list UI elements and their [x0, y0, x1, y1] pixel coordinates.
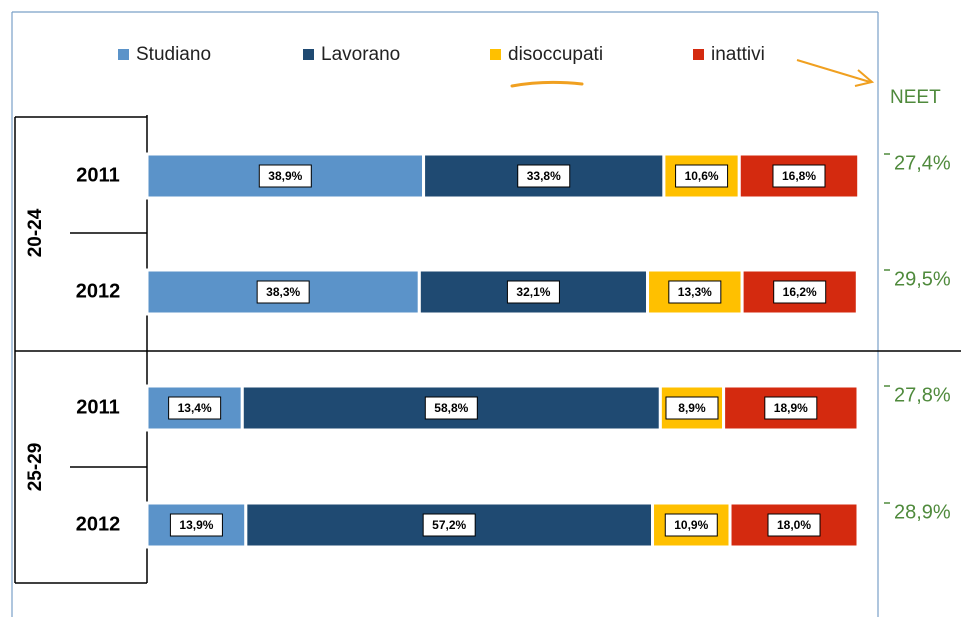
value-label: 10,6%	[685, 169, 719, 183]
value-label: 18,9%	[774, 401, 808, 415]
neet-label: NEET	[890, 87, 941, 108]
label-box	[764, 396, 818, 420]
value-label: 13,9%	[179, 518, 213, 532]
label-box	[517, 164, 571, 188]
arrow	[796, 59, 875, 87]
label-box	[675, 164, 729, 188]
value-label: 10,9%	[674, 518, 708, 532]
underline	[510, 80, 584, 88]
legend-swatch	[490, 49, 501, 60]
label-box	[258, 164, 312, 188]
value-label: 38,3%	[266, 285, 300, 299]
value-label: 57,2%	[432, 518, 466, 532]
value-label: 8,9%	[678, 401, 706, 415]
value-label: 33,8%	[527, 169, 561, 183]
category-label: 2011	[76, 396, 119, 418]
value-label: 32,1%	[516, 285, 550, 299]
label-box	[169, 513, 223, 537]
neet-value: 29,5%	[894, 268, 951, 290]
value-label: 38,9%	[268, 169, 302, 183]
neet-value: 28,9%	[894, 501, 951, 523]
legend-swatch	[118, 49, 129, 60]
group-label: 20-24	[25, 208, 46, 257]
value-label: 13,4%	[178, 401, 212, 415]
label-box	[772, 164, 826, 188]
label-box	[422, 513, 476, 537]
label-box	[424, 396, 478, 420]
legend-label: Studiano	[136, 44, 211, 65]
legend-label: inattivi	[711, 44, 765, 65]
label-box	[767, 513, 821, 537]
label-box	[664, 513, 718, 537]
legend-label: disoccupati	[508, 44, 603, 65]
group-label: 25-29	[25, 443, 46, 492]
value-label: 58,8%	[434, 401, 468, 415]
category-label: 2012	[76, 513, 121, 535]
value-label: 16,2%	[783, 285, 817, 299]
label-box	[773, 280, 827, 304]
label-box	[668, 280, 722, 304]
legend-label: Lavorano	[321, 44, 400, 65]
legend-swatch	[693, 49, 704, 60]
label-box	[665, 396, 719, 420]
label-box	[256, 280, 310, 304]
value-label: 18,0%	[777, 518, 811, 532]
value-label: 13,3%	[678, 285, 712, 299]
legend-swatch	[303, 49, 314, 60]
value-label: 16,8%	[782, 169, 816, 183]
category-label: 2011	[76, 164, 119, 186]
neet-value: 27,4%	[894, 152, 951, 174]
label-box	[168, 396, 222, 420]
label-box	[506, 280, 560, 304]
category-label: 2012	[76, 280, 121, 302]
neet-value: 27,8%	[894, 384, 951, 406]
